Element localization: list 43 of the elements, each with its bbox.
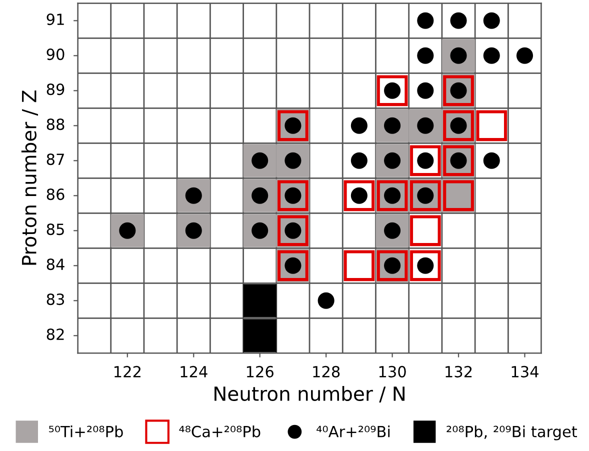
x-tick-label: 124: [180, 366, 208, 378]
point: [450, 12, 467, 29]
point: [417, 82, 434, 99]
point: [344, 250, 375, 282]
point: [417, 47, 434, 64]
y-tick-label: 85: [46, 224, 64, 236]
x-tick-label: 132: [446, 366, 472, 378]
point: [376, 75, 408, 106]
legend-label: ⁵⁰Ti+²⁰⁸Pb: [49, 426, 123, 438]
point: [516, 47, 534, 64]
point: [243, 284, 276, 318]
x-axis-title: Neutron number / N: [214, 386, 404, 403]
y-tick-label: 84: [46, 258, 64, 270]
y-tick-label: 89: [46, 84, 64, 96]
x-tick-label: 134: [512, 366, 538, 378]
y-tick-label: 88: [46, 118, 64, 130]
point: [410, 250, 441, 282]
y-tick-label: 86: [46, 188, 64, 200]
point: [410, 215, 441, 246]
legend-label: ⁴⁰Ar+²⁰⁹Bi: [316, 426, 390, 438]
point: [344, 180, 375, 212]
y-tick-label: 90: [46, 48, 64, 60]
point: [483, 12, 500, 29]
y-tick-label: 91: [46, 14, 64, 26]
x-tick-label: 126: [246, 366, 274, 378]
point: [350, 117, 368, 134]
point: [417, 12, 434, 29]
point: [483, 47, 500, 64]
x-tick-label: 128: [313, 366, 340, 378]
x-tick-label: 130: [379, 366, 406, 378]
y-tick-label: 83: [46, 294, 64, 306]
y-axis-title: Proton number / Z: [21, 90, 38, 265]
y-tick-label: 87: [46, 154, 64, 166]
legend-label: ²⁰⁸Pb, ²⁰⁹Bi target: [446, 426, 578, 440]
x-tick-label: 122: [114, 366, 140, 378]
point: [318, 292, 334, 309]
point: [350, 152, 368, 169]
point: [483, 152, 500, 169]
point: [476, 110, 508, 142]
y-tick-label: 82: [46, 328, 64, 340]
legend-label: ⁴⁸Ca+²⁰⁸Pb: [179, 426, 260, 438]
point: [243, 319, 276, 352]
point: [410, 145, 441, 176]
